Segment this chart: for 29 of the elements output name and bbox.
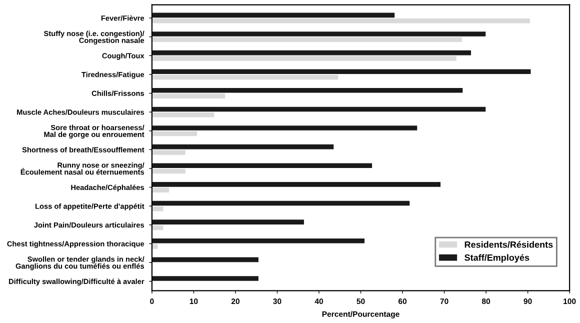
bar <box>152 126 418 130</box>
legend-label: Staff/Employés <box>464 254 530 263</box>
bar <box>152 206 164 212</box>
bar <box>152 37 462 42</box>
bar <box>152 88 463 93</box>
bar <box>152 163 372 168</box>
bar <box>152 112 214 118</box>
bar <box>152 94 226 98</box>
bar <box>152 69 531 74</box>
bar <box>152 238 365 244</box>
bar <box>152 182 441 187</box>
bar <box>152 168 186 174</box>
bar <box>152 32 486 36</box>
bar <box>152 188 170 192</box>
bar <box>152 144 334 150</box>
bar <box>152 74 338 80</box>
bar <box>152 18 530 24</box>
bar <box>152 12 395 18</box>
legend-label: Residents/Résidents <box>464 241 553 248</box>
bar <box>152 150 186 155</box>
bar <box>152 220 304 224</box>
bar <box>152 56 456 61</box>
bar <box>152 50 472 56</box>
bar <box>152 257 258 262</box>
bar <box>152 106 486 112</box>
bar <box>152 131 198 136</box>
bar <box>152 200 410 206</box>
bar <box>152 244 158 249</box>
bar <box>152 276 258 281</box>
